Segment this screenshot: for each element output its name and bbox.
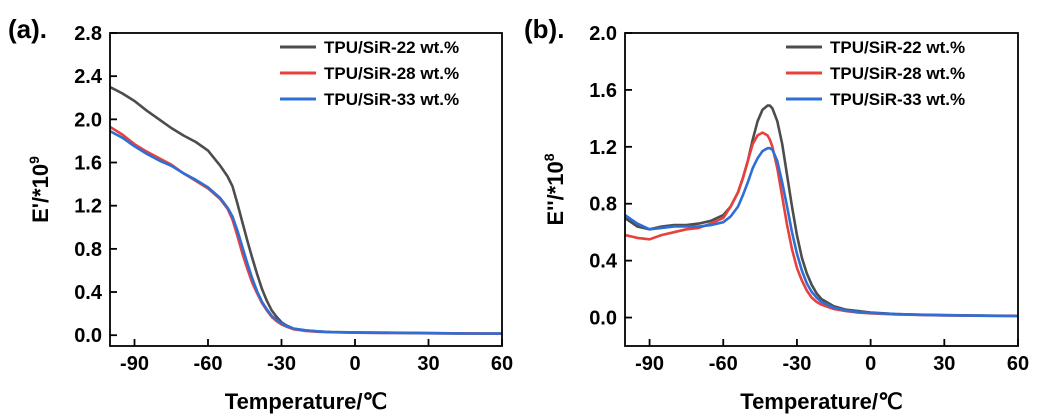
- x-tick-label: -60: [709, 353, 738, 375]
- legend-label-3: TPU/SiR-33 wt.%: [324, 90, 459, 109]
- x-tick-label: 60: [1007, 353, 1029, 375]
- chart-panel-b: -90 -60 -30 0 30 60 0.0 0.4 0.8 1.2 1.6 2.0 Temperat…: [524, 14, 1029, 414]
- y-tick-label: 1.6: [74, 153, 102, 175]
- y-axis-label-base: E''/*10: [543, 161, 568, 225]
- plot-frame: [109, 32, 503, 347]
- y-tick-label: 2.8: [74, 23, 102, 45]
- legend: TPU/SiR-22 wt.% TPU/SiR-28 wt.% TPU/SiR-33…: [280, 38, 459, 109]
- plot-frame: [624, 32, 1019, 347]
- x-axis-label: Temperature/℃: [740, 389, 902, 414]
- y-tick-label: 0.4: [589, 251, 618, 273]
- panel-label: (b).: [524, 14, 564, 44]
- y-tick-label: 2.0: [589, 23, 617, 45]
- y-axis-label-exponent: 9: [26, 156, 42, 164]
- y-tick-label: 1.2: [74, 196, 102, 218]
- legend-label-2: TPU/SiR-28 wt.%: [324, 64, 459, 83]
- x-tick-label: -30: [782, 353, 811, 375]
- y-axis-label-base: E'/*10: [28, 164, 53, 223]
- series-line-1: [625, 104, 1018, 318]
- x-tick-label: 0: [349, 353, 360, 375]
- chart-panel-a: -90 -60 -30 0 30 60 0.0 0.4 0.8 1.2 1.6 2.0 2.4 2.8 Te…: [8, 14, 513, 414]
- x-axis-label: Temperature/℃: [225, 389, 387, 414]
- y-tick-label: 0.4: [74, 282, 103, 304]
- y-tick-label: 2.4: [74, 66, 103, 88]
- y-tick-label: 0.0: [589, 308, 617, 330]
- x-tick-label: 30: [933, 353, 955, 375]
- y-tick-label: 0.8: [589, 194, 617, 216]
- y-tick-label: 1.6: [589, 80, 617, 102]
- legend-label-2: TPU/SiR-28 wt.%: [830, 64, 965, 83]
- series-line-2: [110, 125, 502, 335]
- y-tick-label: 2.0: [74, 109, 102, 131]
- legend-label-3: TPU/SiR-33 wt.%: [830, 90, 965, 109]
- y-axis-label: E''/*108: [541, 153, 568, 225]
- y-axis-label-exponent: 8: [541, 153, 557, 161]
- x-tick-label: -90: [120, 353, 149, 375]
- x-tick-label: 30: [417, 353, 439, 375]
- series-line-3: [625, 146, 1018, 318]
- y-tick-label: 1.2: [589, 137, 617, 159]
- panel-label: (a).: [8, 14, 47, 44]
- legend: TPU/SiR-22 wt.% TPU/SiR-28 wt.% TPU/SiR-33…: [786, 38, 965, 109]
- series-line-1: [110, 85, 502, 335]
- legend-label-1: TPU/SiR-22 wt.%: [324, 38, 459, 57]
- x-tick-label: -60: [194, 353, 223, 375]
- y-axis-label: E'/*109: [26, 156, 53, 223]
- x-tick-label: 0: [865, 353, 876, 375]
- y-tick-label: 0.8: [74, 239, 102, 261]
- legend-label-1: TPU/SiR-22 wt.%: [830, 38, 965, 57]
- y-tick-label: 0.0: [74, 325, 102, 347]
- series-line-3: [110, 130, 502, 335]
- x-tick-label: -30: [267, 353, 296, 375]
- x-tick-label: -90: [635, 353, 664, 375]
- x-tick-label: 60: [491, 353, 513, 375]
